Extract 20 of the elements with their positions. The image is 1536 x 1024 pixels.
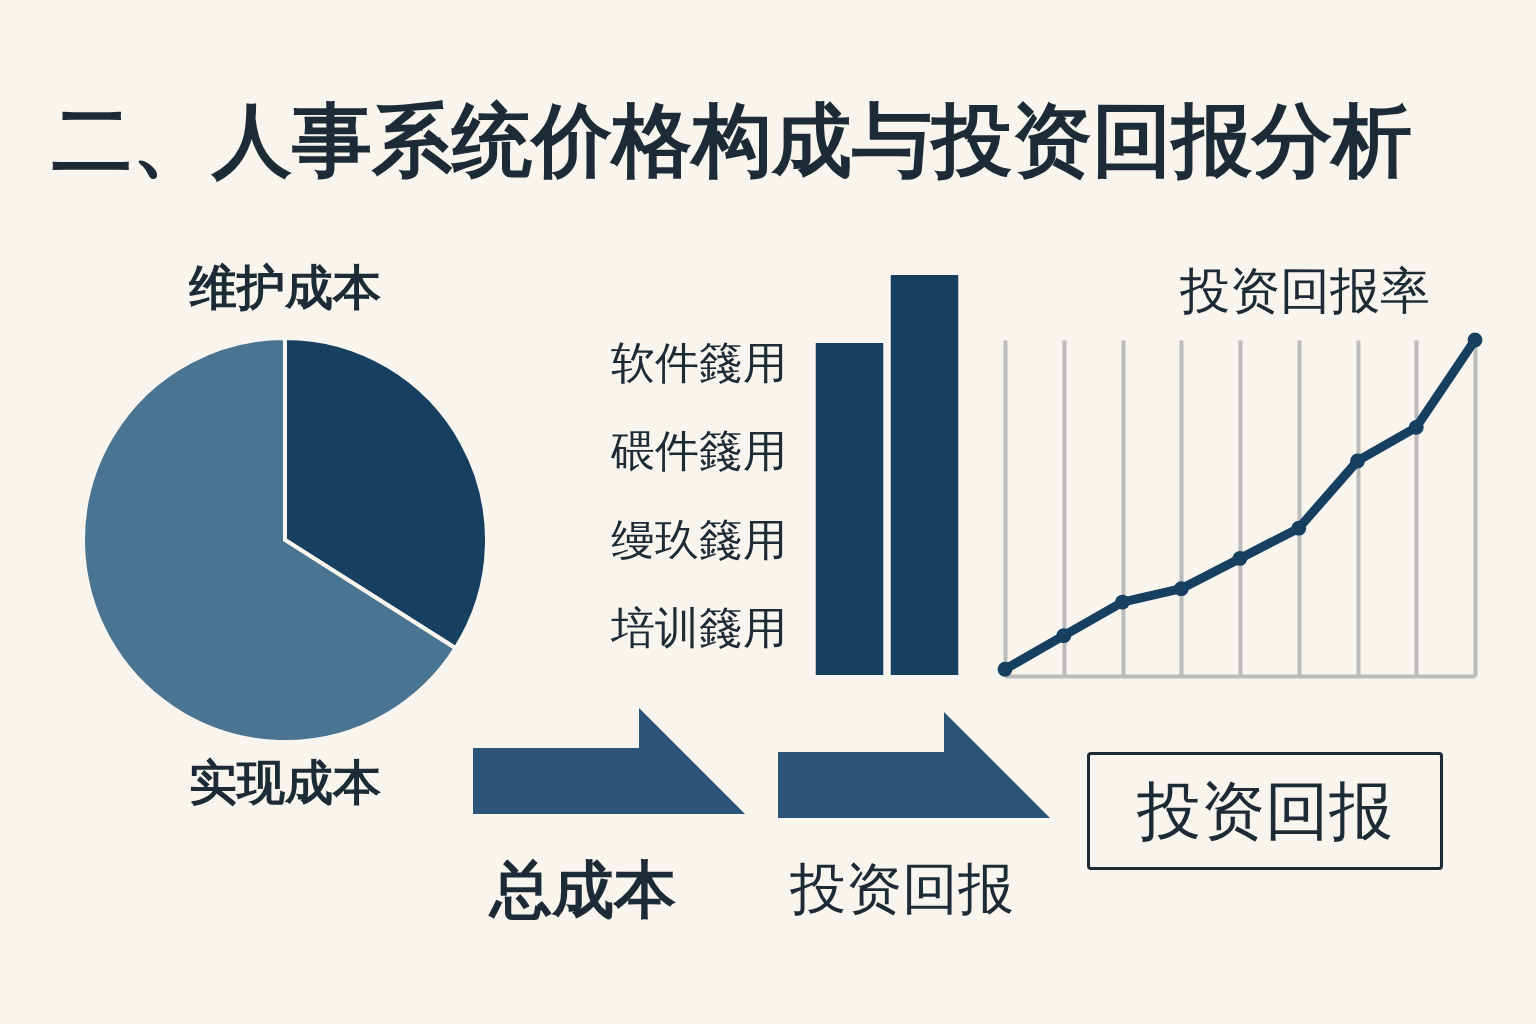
point	[997, 661, 1013, 677]
point	[1056, 628, 1072, 644]
text: 缦玖籛用	[611, 513, 787, 565]
point	[1115, 594, 1130, 610]
point	[1408, 419, 1424, 435]
point	[1232, 551, 1248, 566]
text: 投资回报	[790, 855, 1014, 923]
text: 碨件籛用	[610, 425, 787, 477]
text: 总成本	[490, 852, 676, 928]
slice-label: 维护成本	[188, 259, 381, 315]
point	[1350, 453, 1365, 469]
chart-title: 投资回报率	[1179, 261, 1431, 322]
text: 培训籛用	[610, 602, 787, 653]
text: 软件籛用	[611, 337, 787, 388]
text: 二、人事系统价格构成与投资回报分析	[52, 93, 1412, 189]
text: 投资回报	[1087, 752, 1443, 870]
point	[1173, 581, 1189, 597]
slice-label: 实现成本	[189, 754, 381, 810]
point	[1467, 332, 1483, 348]
point	[1291, 520, 1307, 536]
